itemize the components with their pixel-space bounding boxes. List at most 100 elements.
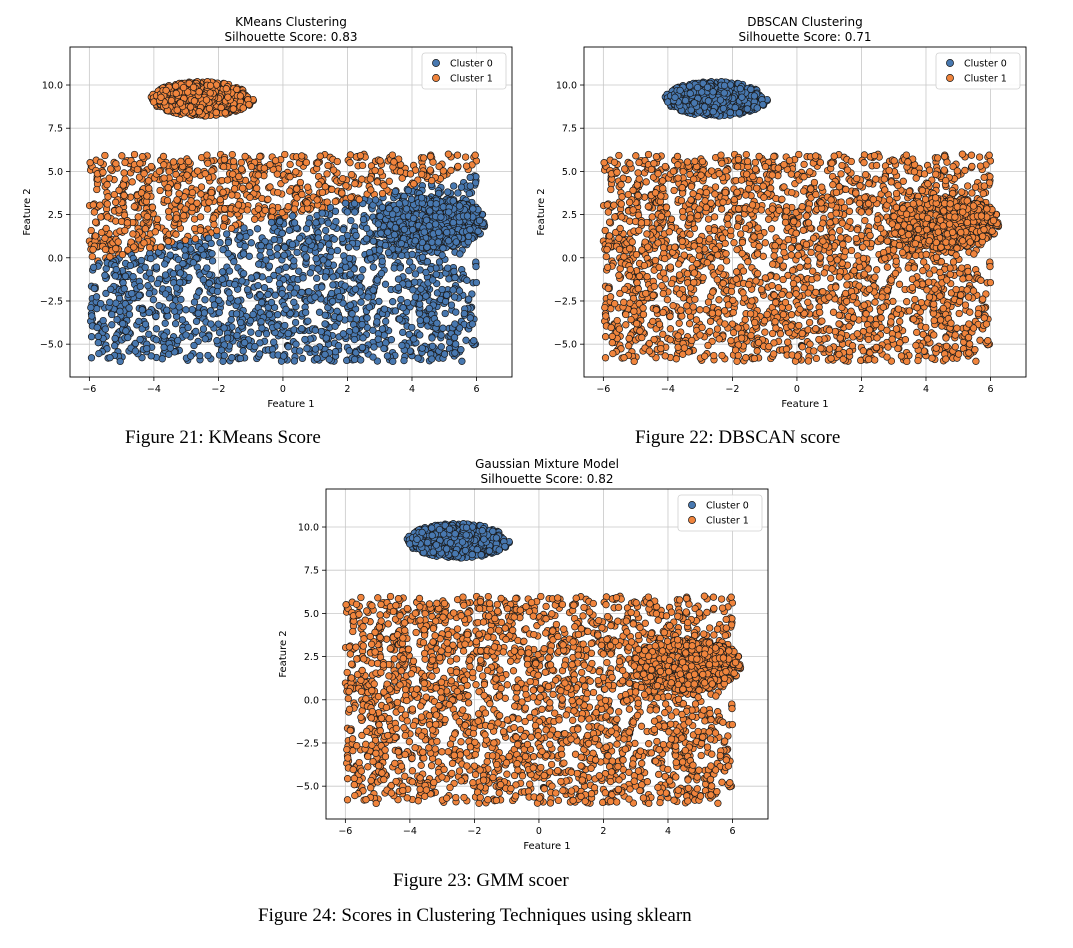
data-point bbox=[447, 301, 456, 309]
data-point bbox=[363, 314, 371, 322]
data-point bbox=[457, 346, 465, 354]
data-point bbox=[270, 235, 278, 244]
data-point bbox=[247, 239, 255, 247]
data-point bbox=[177, 295, 185, 304]
data-point bbox=[219, 246, 227, 254]
data-point bbox=[218, 275, 226, 283]
data-point bbox=[122, 327, 130, 335]
data-point bbox=[286, 187, 294, 195]
data-point bbox=[438, 251, 446, 259]
data-point bbox=[195, 288, 203, 296]
data-point bbox=[197, 190, 205, 198]
data-point bbox=[286, 284, 294, 292]
data-point bbox=[426, 152, 435, 161]
data-point bbox=[204, 351, 212, 360]
data-point bbox=[220, 351, 228, 360]
data-point bbox=[736, 85, 744, 93]
data-point bbox=[370, 343, 378, 351]
data-point bbox=[395, 315, 404, 323]
data-point bbox=[367, 254, 375, 262]
data-point bbox=[398, 174, 406, 182]
data-point bbox=[176, 269, 184, 277]
data-point bbox=[138, 153, 147, 161]
data-point bbox=[299, 274, 307, 282]
data-point bbox=[408, 250, 416, 259]
data-point bbox=[411, 237, 419, 245]
data-point bbox=[737, 230, 745, 238]
data-point bbox=[339, 174, 347, 183]
data-point bbox=[334, 342, 343, 350]
data-point bbox=[188, 203, 196, 212]
data-point bbox=[182, 306, 190, 314]
data-point bbox=[335, 292, 344, 301]
data-point bbox=[347, 193, 355, 201]
data-point bbox=[184, 157, 193, 166]
data-point bbox=[152, 263, 161, 271]
data-point bbox=[201, 296, 209, 304]
data-point bbox=[322, 226, 330, 235]
axes-frame bbox=[69, 46, 513, 378]
data-point bbox=[292, 168, 300, 176]
data-point bbox=[234, 201, 243, 209]
data-point bbox=[301, 245, 309, 253]
data-point bbox=[108, 310, 116, 319]
data-point bbox=[447, 166, 455, 175]
data-point bbox=[135, 317, 143, 326]
data-point bbox=[220, 214, 229, 222]
data-point bbox=[140, 239, 148, 247]
data-point bbox=[95, 349, 103, 358]
data-point bbox=[115, 186, 123, 194]
data-point bbox=[118, 250, 127, 259]
data-point bbox=[341, 199, 350, 207]
data-point bbox=[169, 302, 177, 310]
data-point bbox=[148, 203, 157, 211]
data-point bbox=[367, 186, 375, 194]
data-point bbox=[686, 89, 694, 98]
data-point bbox=[409, 226, 417, 234]
data-point bbox=[176, 278, 184, 287]
data-point bbox=[219, 222, 228, 231]
data-point bbox=[645, 339, 654, 348]
data-point bbox=[305, 288, 313, 296]
data-point bbox=[195, 88, 203, 96]
data-point bbox=[374, 220, 382, 228]
data-point bbox=[391, 187, 400, 196]
data-point bbox=[205, 198, 213, 206]
data-point bbox=[124, 246, 132, 254]
data-point bbox=[224, 249, 232, 258]
data-point bbox=[237, 318, 245, 327]
data-point bbox=[468, 290, 476, 298]
data-point bbox=[119, 279, 127, 287]
data-point bbox=[116, 307, 124, 315]
data-point bbox=[207, 188, 216, 197]
data-point bbox=[437, 213, 445, 221]
data-point bbox=[726, 108, 734, 117]
data-point bbox=[208, 257, 217, 265]
data-point bbox=[159, 152, 168, 161]
data-point bbox=[253, 184, 261, 192]
data-point bbox=[225, 267, 234, 275]
data-point bbox=[463, 212, 472, 220]
data-point bbox=[333, 246, 342, 255]
data-point bbox=[324, 219, 332, 227]
data-point bbox=[414, 354, 422, 362]
data-point bbox=[267, 298, 276, 307]
data-point bbox=[351, 326, 360, 334]
data-point bbox=[452, 238, 460, 246]
data-point bbox=[194, 167, 202, 175]
data-point bbox=[212, 108, 220, 117]
data-point bbox=[397, 239, 405, 248]
data-point bbox=[125, 310, 134, 319]
data-point bbox=[331, 348, 340, 356]
legend-marker bbox=[432, 59, 440, 67]
data-point bbox=[747, 85, 755, 93]
data-point bbox=[290, 219, 299, 227]
data-point bbox=[247, 274, 255, 282]
data-point bbox=[120, 285, 128, 293]
data-point bbox=[316, 152, 324, 160]
data-point bbox=[385, 204, 393, 213]
data-point bbox=[295, 234, 304, 242]
data-point bbox=[265, 262, 274, 270]
